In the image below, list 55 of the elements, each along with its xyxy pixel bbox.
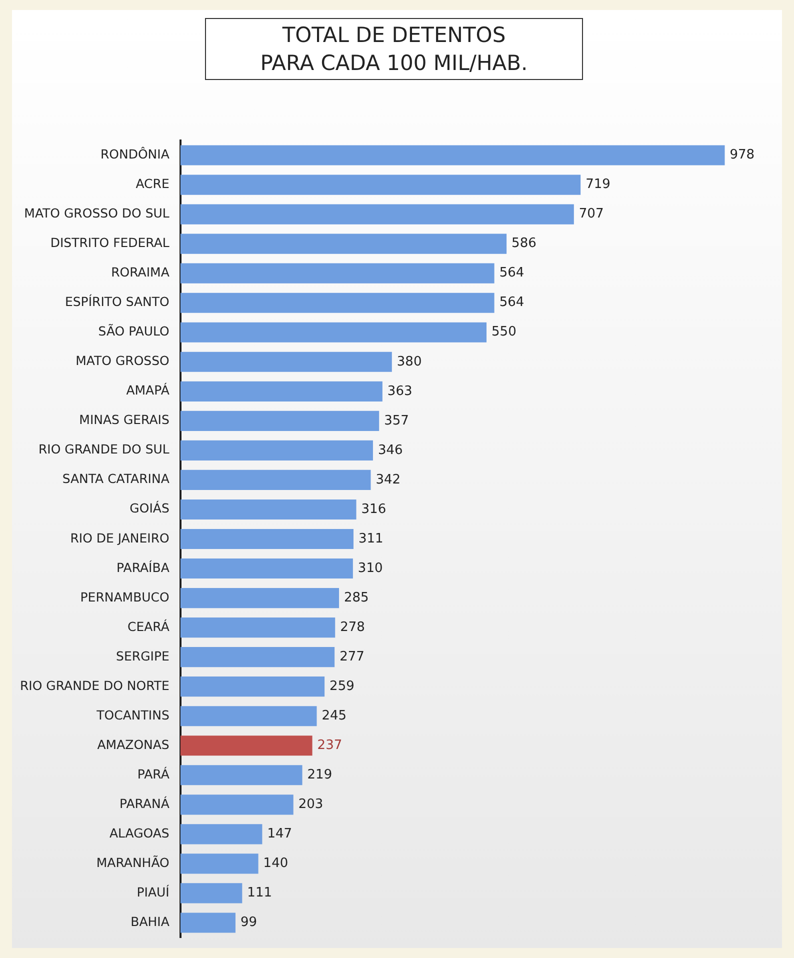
- y-tick-label: AMAZONAS: [97, 736, 170, 752]
- data-label: 357: [384, 413, 409, 428]
- data-label: 285: [344, 590, 369, 606]
- y-tick-label: RIO DE JANEIRO: [70, 530, 170, 546]
- data-label: 259: [330, 678, 354, 694]
- data-label: 363: [387, 384, 412, 399]
- data-label: 564: [499, 266, 524, 281]
- data-label: 140: [263, 856, 288, 872]
- y-tick-label: MINAS GERAIS: [79, 412, 170, 428]
- y-tick-label: MATO GROSSO DO SUL: [24, 206, 170, 221]
- y-tick-label: DISTRITO FEDERAL: [50, 235, 170, 250]
- y-tick-label: PARAÍBA: [116, 560, 170, 575]
- data-label: 311: [358, 531, 384, 546]
- data-label: 978: [730, 148, 755, 163]
- y-tick-label: GOIÁS: [130, 500, 170, 516]
- y-tick-label: ACRE: [136, 176, 170, 192]
- data-label: 719: [586, 177, 610, 192]
- data-label: 203: [298, 797, 324, 812]
- y-tick-label: RONDÔNIA: [100, 146, 170, 162]
- data-label: 147: [267, 826, 292, 842]
- y-tick-label: RIO GRANDE DO NORTE: [20, 678, 170, 693]
- y-tick-label: SÃO PAULO: [98, 324, 170, 339]
- y-tick-label: PERNAMBUCO: [80, 589, 170, 604]
- data-label: 237: [317, 738, 342, 754]
- y-tick-label: PARANÁ: [119, 796, 170, 811]
- y-tick-label: BAHIA: [130, 914, 170, 929]
- y-tick-label: ALAGOAS: [109, 825, 170, 840]
- data-label: 342: [376, 472, 401, 488]
- y-tick-label: ESPÍRITO SANTO: [64, 294, 170, 310]
- y-tick-label: MARANHÃO: [96, 854, 170, 870]
- data-label: 310: [358, 560, 383, 576]
- y-tick-label: RORAIMA: [111, 264, 170, 280]
- data-label: 245: [322, 708, 347, 724]
- y-tick-label: PARÁ: [137, 766, 170, 782]
- y-tick-label: RIO GRANDE DO SUL: [38, 442, 170, 457]
- data-label: 219: [307, 768, 332, 783]
- data-label: 380: [396, 354, 422, 370]
- data-label: 99: [240, 915, 258, 930]
- data-label: 707: [578, 206, 604, 222]
- data-label: 111: [247, 886, 272, 901]
- y-tick-label: SERGIPE: [116, 648, 170, 664]
- y-tick-label: CEARÁ: [127, 618, 170, 634]
- data-label: 550: [492, 324, 516, 340]
- y-tick-label: SANTA CATARINA: [62, 471, 170, 486]
- data-label: 586: [512, 236, 536, 252]
- y-tick-label: MATO GROSSO: [76, 353, 170, 368]
- data-label: 277: [340, 649, 364, 664]
- y-tick-label: PIAUÍ: [136, 884, 170, 900]
- chart-title: TOTAL DE DETENTOS PARA CADA 100 MIL/HAB.: [205, 18, 583, 80]
- data-label: 564: [499, 295, 524, 310]
- data-label: 278: [340, 620, 365, 635]
- data-label: 316: [361, 502, 386, 517]
- y-tick-label: TOCANTINS: [96, 707, 170, 722]
- y-tick-label: AMAPÁ: [126, 382, 170, 398]
- data-label: 346: [378, 442, 403, 458]
